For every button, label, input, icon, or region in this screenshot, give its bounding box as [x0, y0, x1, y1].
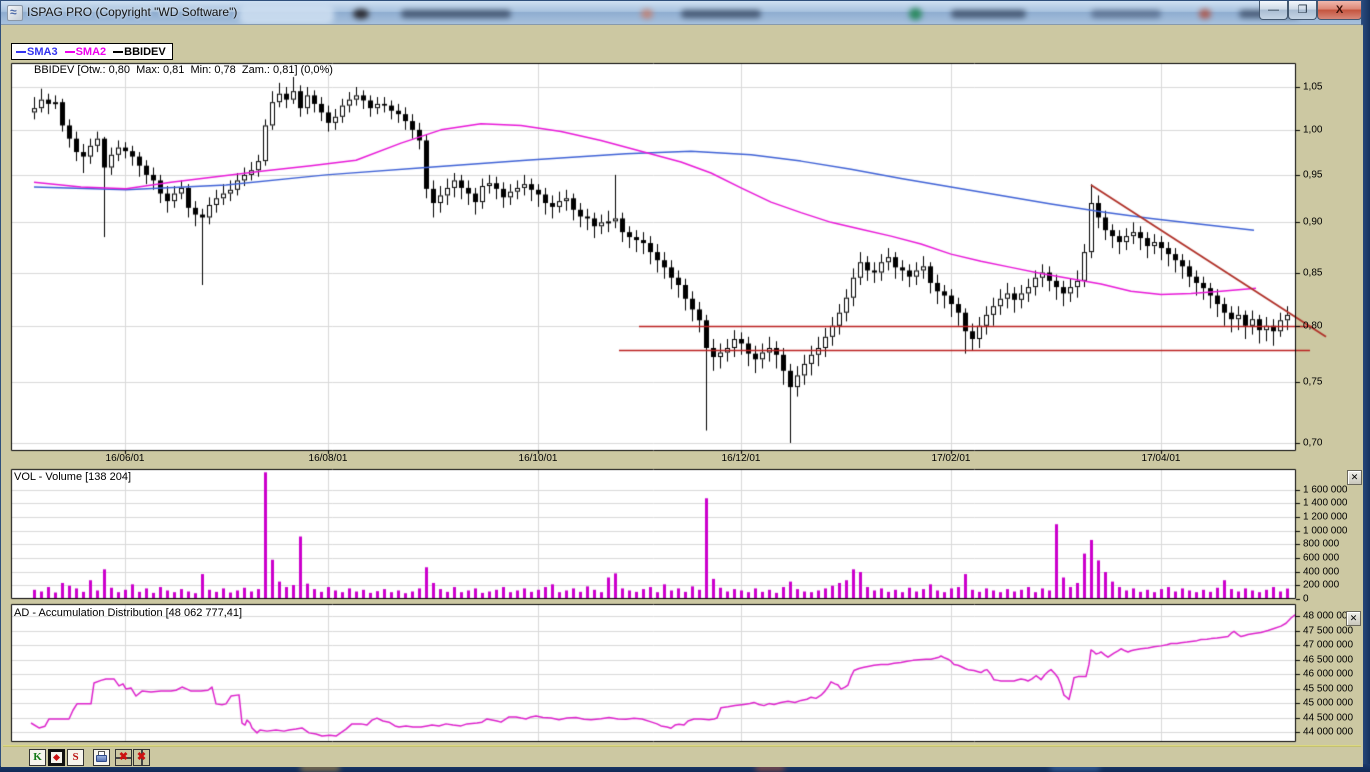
ad-tick-label: 45 500 000	[1303, 683, 1354, 694]
ad-tick-label: 44 500 000	[1303, 712, 1354, 723]
volume-tick-label: 1 000 000	[1303, 525, 1348, 537]
volume-panel-header: VOL - Volume [138 204]	[14, 471, 131, 483]
date-tick-label: 17/02/01	[931, 453, 971, 464]
ad-tick-label: 47 500 000	[1303, 625, 1354, 636]
volume-tick-label: 200 000	[1303, 579, 1340, 591]
legend-dash-icon	[64, 50, 75, 53]
k-button[interactable]: K	[29, 749, 46, 766]
ad-tick-label: 48 000 000	[1303, 610, 1354, 622]
legend-item-sma3: SMA3	[16, 46, 58, 58]
main-chart-header: BBIDEV [Otw.: 0,80 Max: 0,81 Min: 0,78 Z…	[34, 64, 333, 76]
volume-tick-label: 800 000	[1303, 538, 1340, 550]
legend-label: SMA3	[27, 45, 58, 58]
price-tick-label: 0,80	[1303, 320, 1323, 332]
delete-hline-button[interactable]: ✖	[115, 749, 132, 766]
volume-panel-close-button[interactable]: ✕	[1347, 470, 1362, 485]
ad-tick-label: 47 000 000	[1303, 639, 1354, 651]
price-tick-label: 1,00	[1303, 124, 1323, 136]
price-tick-label: 0,95	[1303, 169, 1323, 181]
legend-item-bbidev: BBIDEV	[113, 46, 166, 58]
price-tick-label: 0,90	[1303, 216, 1323, 228]
ad-tick-label: 45 000 000	[1303, 697, 1354, 709]
price-tick-label: 1,05	[1303, 81, 1323, 93]
price-tick-label: 0,85	[1303, 267, 1323, 279]
volume-tick-label: 400 000	[1303, 566, 1340, 578]
legend-item-sma2: SMA2	[64, 45, 107, 58]
legend-dash-icon	[113, 50, 124, 53]
ad-panel-close-button[interactable]: ✕	[1346, 611, 1361, 626]
ad-tick-label: 46 000 000	[1303, 668, 1354, 680]
price-tick-label: 0,75	[1303, 376, 1323, 388]
volume-tick-label: 1 400 000	[1303, 497, 1348, 509]
desktop-background-right	[1360, 0, 1370, 772]
price-tick-label: 0,70	[1303, 437, 1323, 449]
printer-icon	[96, 755, 107, 762]
legend-dash-icon	[16, 50, 26, 53]
ad-tick-label: 44 000 000	[1303, 726, 1354, 738]
date-tick-label: 16/12/01	[721, 453, 761, 464]
legend-label: BBIDEV	[124, 45, 166, 58]
ad-tick-label: 46 500 000	[1303, 654, 1354, 665]
date-tick-label: 17/04/01	[1141, 453, 1181, 464]
indicator-legend: SMA3 SMA2 BBIDEV	[11, 43, 173, 60]
date-tick-label: 16/06/01	[105, 453, 145, 464]
date-tick-label: 16/08/01	[308, 453, 348, 464]
print-button[interactable]	[93, 749, 110, 766]
ad-panel-header: AD - Accumulation Distribution [48 062 7…	[14, 607, 243, 619]
taskbar-blurred	[0, 764, 1370, 772]
target-icon[interactable]	[48, 749, 65, 766]
volume-tick-label: 1 600 000	[1303, 484, 1348, 496]
toolbar-separator	[3, 745, 1361, 747]
legend-label: SMA2	[75, 45, 107, 58]
date-tick-label: 16/10/01	[518, 453, 558, 464]
delete-vline-button[interactable]: ✖	[133, 749, 150, 766]
s-button[interactable]: S	[67, 749, 84, 766]
volume-tick-label: 1 200 000	[1303, 511, 1348, 523]
volume-tick-label: 600 000	[1303, 552, 1340, 564]
volume-tick-label: 0	[1303, 593, 1309, 605]
